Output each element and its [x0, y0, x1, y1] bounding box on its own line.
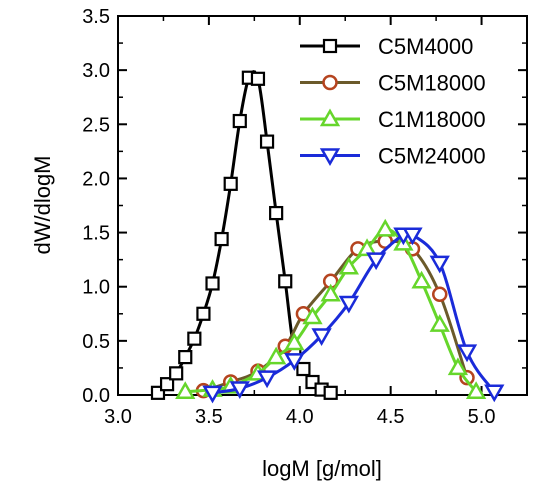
x-tick-label: 5.0	[468, 406, 496, 428]
data-point	[178, 350, 193, 365]
y-tick-label: 0.0	[82, 385, 110, 407]
data-point	[465, 381, 487, 400]
data-point	[365, 252, 387, 271]
legend-label: C5M24000	[378, 144, 486, 169]
series-line	[185, 227, 478, 394]
data-point	[159, 377, 175, 392]
data-point	[375, 218, 396, 237]
data-point	[202, 385, 223, 404]
data-point	[431, 286, 448, 303]
data-point	[356, 238, 378, 257]
series-C5M4000	[150, 70, 338, 400]
series-C1M18000	[175, 218, 487, 400]
data-point	[269, 205, 284, 221]
data-point	[320, 283, 341, 302]
y-tick-label: 3.5	[82, 6, 110, 28]
data-point	[256, 370, 278, 389]
data-point	[232, 113, 247, 129]
x-axis-tick-labels: 3.0 3.5 4.0 4.5 5.0	[104, 406, 495, 428]
legend-item: C5M4000	[300, 34, 473, 59]
x-tick-label: 3.5	[195, 406, 223, 428]
data-point	[338, 295, 360, 314]
data-point	[302, 306, 323, 325]
data-point	[284, 353, 305, 371]
data-point	[296, 361, 311, 377]
legend-marker	[319, 108, 341, 127]
y-tick-label: 1.5	[82, 223, 110, 245]
legend-label: C5M18000	[378, 71, 486, 96]
series-layer	[150, 70, 505, 404]
legend-item: C5M18000	[300, 71, 486, 96]
x-tick-label: 3.0	[104, 406, 132, 428]
legend-marker	[322, 38, 338, 54]
data-point	[278, 274, 293, 289]
data-point	[229, 381, 250, 400]
data-point	[250, 71, 266, 86]
data-point	[484, 384, 505, 403]
data-point	[214, 231, 229, 247]
data-point	[259, 134, 275, 149]
y-axis-tick-labels: 0.0 0.5 1.0 1.5 2.0 2.5 3.0 3.5	[82, 6, 110, 407]
legend-item: C5M24000	[300, 144, 486, 169]
legend-item: C1M18000	[300, 107, 486, 132]
legend-marker	[319, 148, 341, 167]
y-tick-label: 2.0	[82, 168, 110, 190]
data-point	[402, 227, 423, 246]
data-point	[284, 332, 305, 351]
y-tick-label: 3.0	[82, 60, 110, 82]
data-point	[223, 176, 238, 191]
data-point	[175, 381, 196, 400]
y-tick-label: 0.5	[82, 331, 110, 353]
x-axis-label: logM [g/mol]	[262, 456, 382, 481]
data-point	[169, 366, 184, 381]
y-tick-label: 1.0	[82, 277, 110, 299]
legend-label: C5M4000	[378, 34, 473, 59]
data-point	[447, 357, 469, 376]
legend: C5M4000 C5M18000 C1M18000 C5M24000	[300, 34, 486, 169]
y-tick-label: 2.5	[82, 114, 110, 136]
data-point	[196, 306, 211, 321]
series-C5M24000	[202, 227, 505, 404]
legend-marker	[322, 74, 338, 91]
data-point	[323, 385, 338, 400]
x-tick-label: 4.0	[286, 406, 314, 428]
data-point	[429, 255, 450, 274]
data-point	[187, 331, 202, 346]
x-tick-label: 4.5	[377, 406, 405, 428]
legend-label: C1M18000	[378, 107, 486, 132]
data-point	[456, 344, 478, 363]
y-axis-label: dW/dlogM	[30, 155, 55, 254]
data-point	[311, 328, 332, 346]
data-point	[429, 314, 450, 332]
data-point	[338, 256, 360, 275]
data-point	[265, 346, 287, 365]
data-point	[205, 276, 220, 291]
series-line	[202, 239, 469, 393]
data-point	[411, 270, 432, 289]
y-axis-ticks	[118, 15, 527, 396]
